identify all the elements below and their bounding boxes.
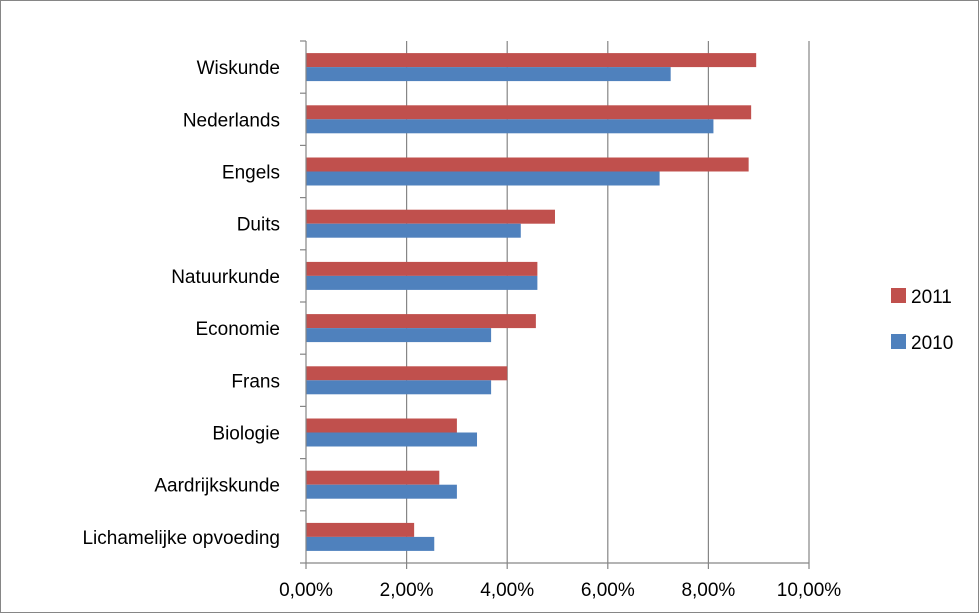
x-tick-label: 6,00% (581, 580, 635, 601)
legend-label-2010: 2010 (911, 333, 953, 354)
category-label: Economie (196, 319, 281, 340)
bar-2010-wiskunde (306, 67, 671, 82)
bar-2011-engels (306, 157, 749, 172)
category-label: Engels (222, 163, 280, 184)
category-label: Natuurkunde (171, 267, 280, 288)
bar-2010-natuurkunde (306, 275, 538, 290)
category-label: Biologie (212, 424, 280, 445)
category-label: Aardrijkskunde (154, 476, 280, 497)
category-label: Lichamelijke opvoeding (82, 528, 280, 549)
bar-2011-lichamelijke-opvoeding (306, 522, 415, 537)
bar-2011-economie (306, 314, 536, 329)
bar-2011-frans (306, 366, 508, 381)
bar-2010-engels (306, 171, 660, 186)
category-label: Duits (237, 215, 280, 236)
bar-2011-wiskunde (306, 53, 757, 68)
bar-2010-frans (306, 380, 492, 395)
bar-2011-duits (306, 209, 555, 224)
bar-2011-aardrijkskunde (306, 470, 440, 485)
x-tick-label: 8,00% (681, 580, 735, 601)
legend-swatch-2010 (891, 334, 906, 349)
x-tick-label: 0,00% (279, 580, 333, 601)
category-label: Nederlands (183, 110, 280, 131)
bar-2010-lichamelijke-opvoeding (306, 536, 435, 551)
x-tick-label: 4,00% (480, 580, 534, 601)
legend-swatch-2011 (891, 288, 906, 303)
bar-2011-natuurkunde (306, 261, 538, 276)
category-label: Wiskunde (197, 58, 280, 79)
x-tick-label: 10,00% (777, 580, 842, 601)
bar-2011-biologie (306, 418, 457, 433)
legend-label-2011: 2011 (911, 287, 952, 308)
bar-2010-duits (306, 223, 521, 238)
bar-2010-biologie (306, 432, 478, 447)
bar-2010-economie (306, 328, 492, 343)
x-tick-label: 2,00% (380, 580, 434, 601)
bar-2011-nederlands (306, 105, 752, 120)
category-label: Frans (231, 371, 280, 392)
bar-2010-nederlands (306, 119, 714, 134)
bar-2010-aardrijkskunde (306, 484, 457, 499)
